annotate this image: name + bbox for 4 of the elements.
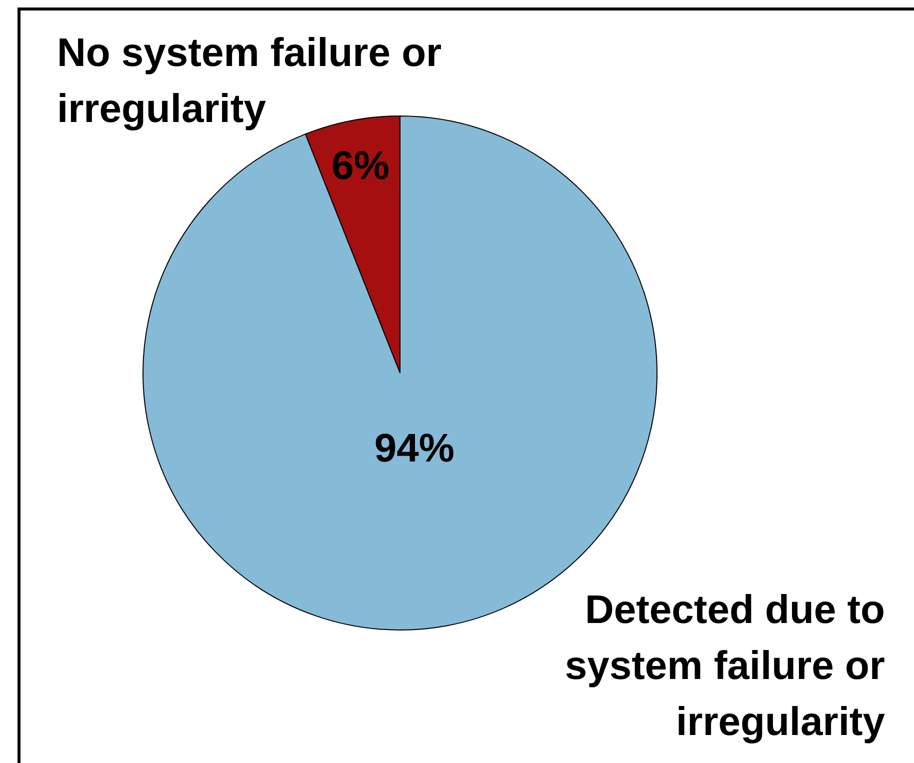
data-label: 94% — [374, 426, 454, 471]
slice-label: Detected due to system failure or irregularity — [564, 588, 886, 744]
slice-label: No system failure or irregularity — [57, 31, 442, 131]
data-label: 6% — [332, 144, 390, 188]
